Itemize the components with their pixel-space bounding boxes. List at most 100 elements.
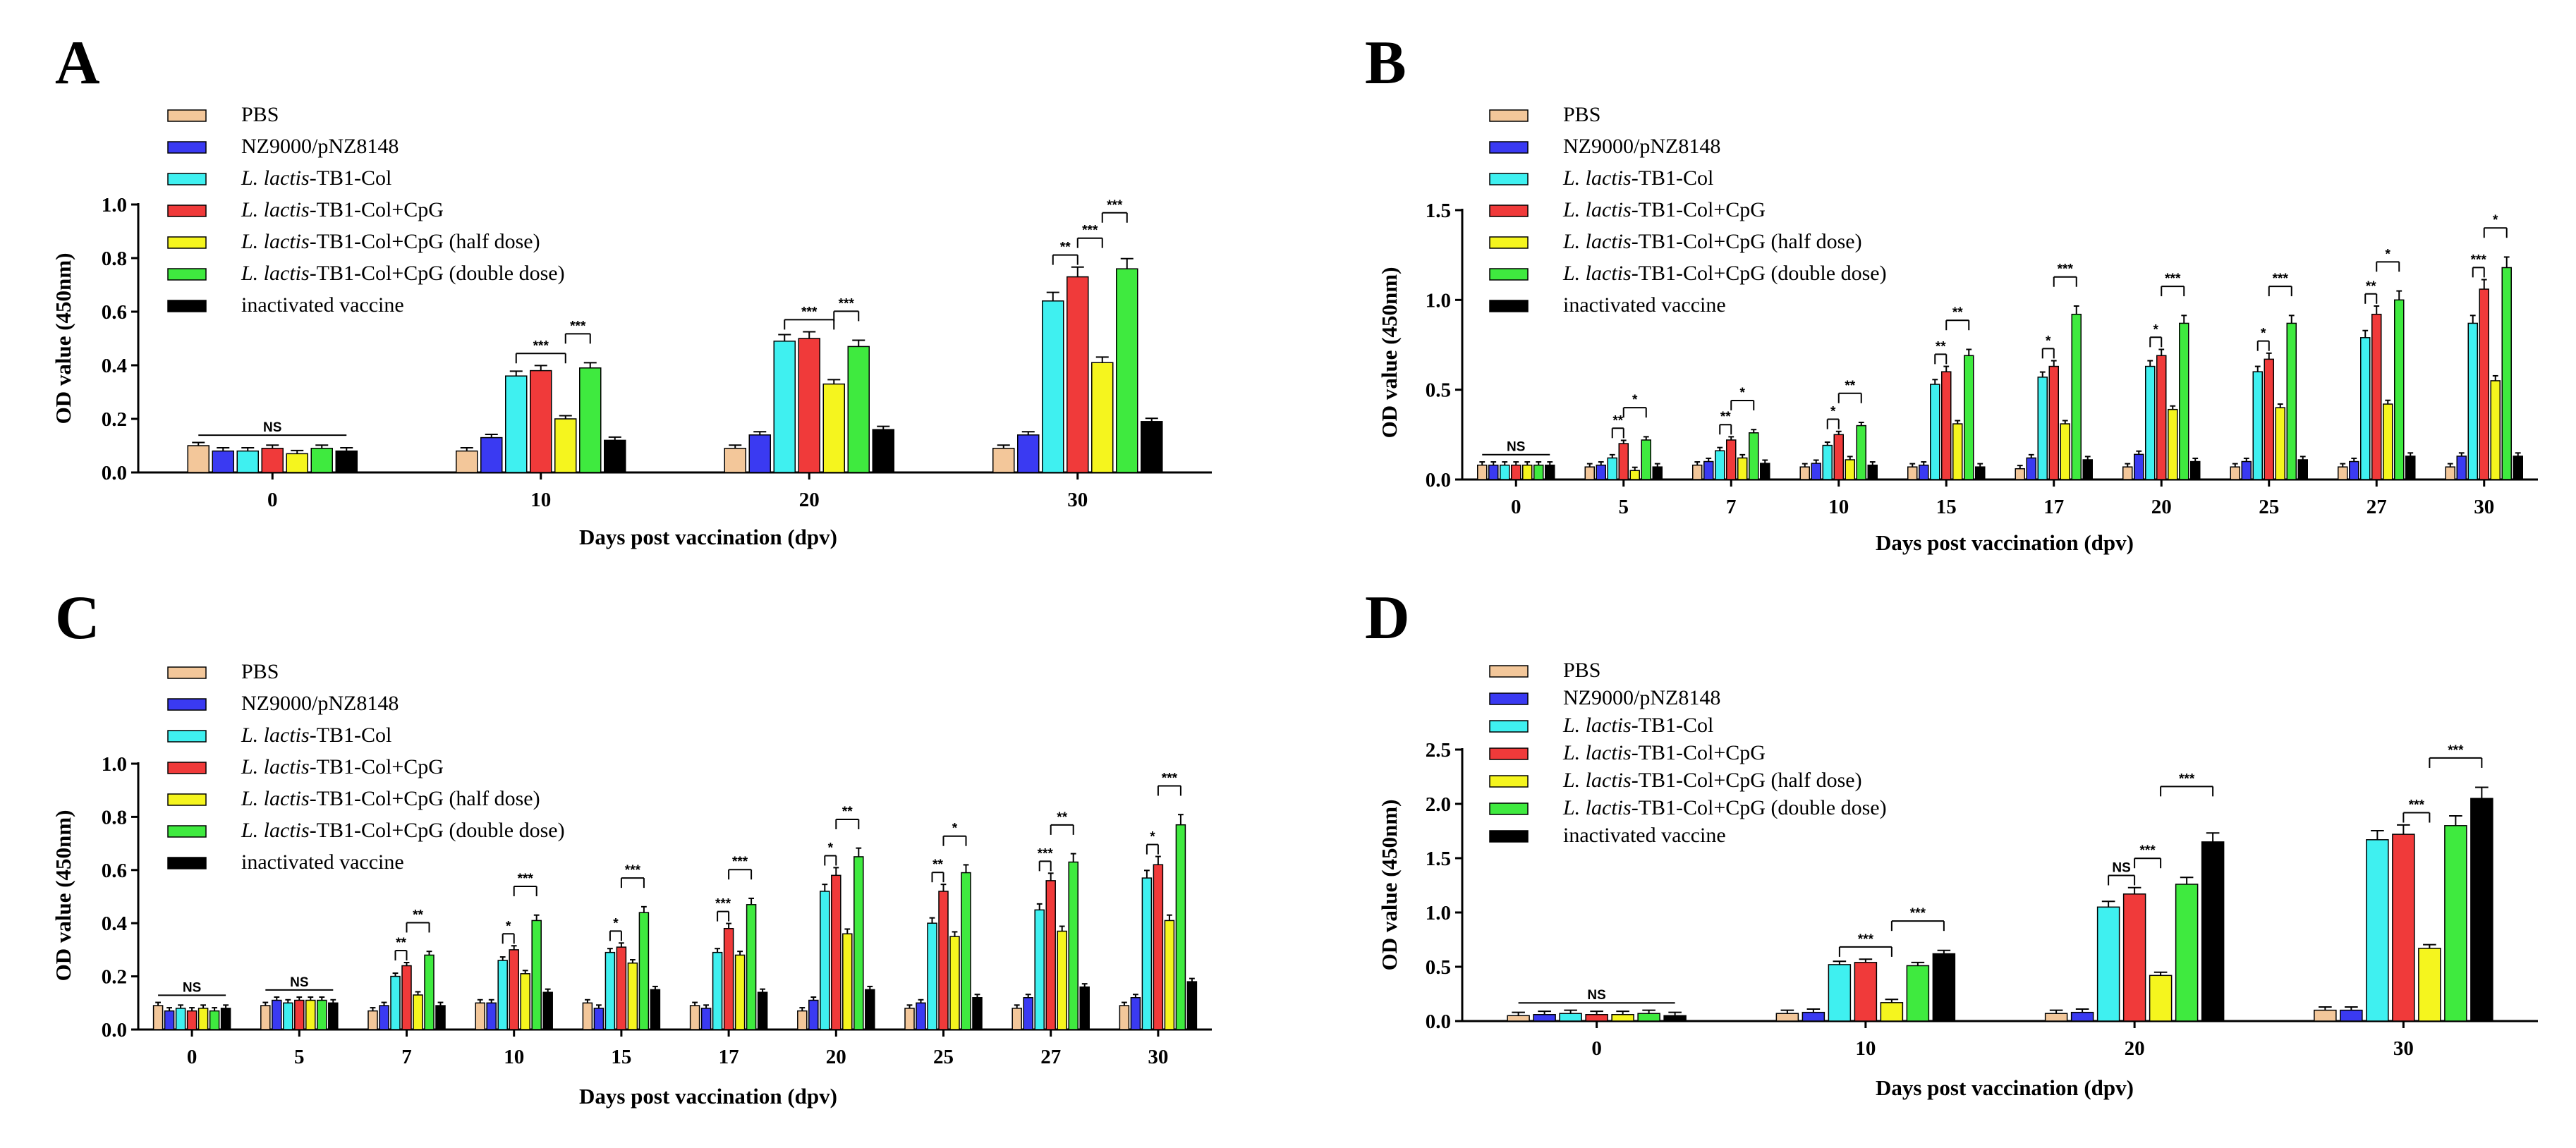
- bar: [1533, 1014, 1556, 1022]
- significance-label: **: [1612, 413, 1623, 428]
- legend-label: PBS: [241, 103, 279, 126]
- x-tick-label: 30: [2474, 496, 2494, 518]
- bar: [305, 999, 316, 1030]
- bar: [1045, 880, 1056, 1030]
- significance-bracket: ***: [1890, 906, 1945, 932]
- legend-label-rest: -TB1-Col+CpG (half dose): [310, 230, 540, 253]
- bar: [1611, 1014, 1634, 1022]
- legend-label: L. lactis-TB1-Col+CpG (double dose): [241, 262, 565, 285]
- significance-label: ***: [1038, 846, 1054, 861]
- bar: [1760, 463, 1770, 480]
- bar: [505, 375, 528, 473]
- significance-label: NS: [263, 420, 281, 435]
- significance-bracket: ***: [2429, 743, 2483, 768]
- y-tick-label: 0.0: [102, 1019, 127, 1042]
- bar: [2070, 1011, 2094, 1022]
- bar: [2060, 423, 2070, 480]
- y-tick-label: 1.0: [102, 194, 127, 216]
- significance-bracket: ***: [515, 338, 566, 364]
- bar: [2366, 839, 2389, 1022]
- bar: [435, 1005, 446, 1030]
- significance-bracket: *: [2256, 326, 2270, 351]
- x-tick-label: 5: [1619, 496, 1629, 518]
- bar: [283, 1002, 293, 1030]
- significance-bracket: ***: [2053, 262, 2077, 287]
- legend-swatch: [167, 109, 207, 122]
- bar: [831, 874, 842, 1030]
- bar: [1726, 439, 1737, 480]
- bar: [1141, 877, 1153, 1030]
- significance-label: ***: [625, 863, 641, 878]
- y-tick-label: 2.0: [1426, 793, 1451, 816]
- bar: [1042, 300, 1064, 473]
- significance-bracket: **: [1837, 379, 1862, 403]
- bar: [1023, 997, 1033, 1030]
- bar: [2470, 798, 2493, 1022]
- legend-label-rest: -TB1-Col+CpG (half dose): [1632, 230, 1862, 253]
- significance-label: *: [828, 841, 834, 855]
- legend-swatch: [1489, 747, 1529, 760]
- y-axis-title: OD value (450nm): [51, 253, 75, 425]
- bar: [2149, 975, 2173, 1022]
- bar: [294, 999, 305, 1030]
- legend-label: L. lactis-TB1-Col+CpG (half dose): [241, 230, 540, 253]
- bar: [2513, 456, 2523, 480]
- y-tick-label: 0.4: [102, 355, 127, 377]
- y-axis-title: OD value (450nm): [51, 810, 75, 982]
- bar: [390, 975, 401, 1030]
- significance-bracket: ***: [715, 897, 731, 922]
- legend-label: L. lactis-TB1-Col+CpG (half dose): [1562, 769, 1862, 792]
- bar: [2044, 1013, 2068, 1022]
- legend-label-rest: -TB1-Col+CpG (double dose): [1632, 262, 1887, 285]
- x-tick-label: 0: [267, 489, 278, 511]
- bar: [2394, 299, 2405, 480]
- bar: [1119, 1005, 1130, 1030]
- bar: [1091, 362, 1114, 473]
- legend-swatch: [167, 300, 207, 312]
- significance-label: *: [2493, 213, 2498, 228]
- bar: [2501, 267, 2512, 480]
- legend-label-italic: L. lactis: [1562, 769, 1632, 792]
- significance-bracket: NS: [198, 420, 347, 436]
- significance-bracket: *: [502, 919, 515, 944]
- bar: [1663, 1015, 1687, 1022]
- x-tick-label: 7: [1726, 496, 1737, 518]
- significance-bracket: NS: [158, 980, 226, 996]
- bar: [2479, 288, 2489, 480]
- bar: [1584, 466, 1595, 480]
- significance-bracket: ***: [728, 855, 753, 880]
- bar: [2490, 380, 2501, 480]
- bar: [2340, 1009, 2363, 1022]
- legend-label: NZ9000/pNZ8148: [241, 135, 399, 158]
- legend-label-rest: -TB1-Col+CpG (half dose): [1632, 769, 1862, 792]
- legend-label: L. lactis-TB1-Col+CpG (double dose): [241, 819, 565, 842]
- bar: [1880, 1002, 1904, 1022]
- significance-label: NS: [2112, 860, 2130, 875]
- bar: [2405, 456, 2416, 480]
- bar: [916, 1002, 926, 1030]
- bar: [2071, 313, 2082, 480]
- bar: [456, 450, 478, 473]
- bar: [497, 960, 508, 1030]
- bar: [2015, 468, 2025, 480]
- x-tick-label: 15: [611, 1046, 631, 1068]
- bar: [480, 436, 503, 473]
- significance-bracket: *: [1622, 393, 1647, 418]
- panel-letter: A: [55, 29, 100, 97]
- bar: [1867, 464, 1878, 480]
- y-tick-label: 1.0: [1426, 289, 1451, 312]
- legend-label-italic: L. lactis: [1562, 230, 1632, 253]
- x-tick-label: 27: [1040, 1046, 1061, 1068]
- bar: [212, 450, 234, 473]
- y-tick-label: 0.8: [102, 806, 127, 829]
- significance-label: ***: [1082, 224, 1098, 238]
- y-tick-label: 1.0: [1426, 902, 1451, 924]
- legend-label: L. lactis-TB1-Col+CpG (double dose): [1562, 796, 1887, 819]
- bar: [1652, 466, 1663, 480]
- significance-bracket: NS: [265, 975, 334, 991]
- significance-label: **: [1952, 305, 1963, 320]
- bar: [748, 434, 771, 473]
- bar: [961, 872, 971, 1030]
- legend-label-italic: L. lactis: [241, 198, 310, 221]
- legend-label-rest: -TB1-Col+CpG: [310, 755, 444, 778]
